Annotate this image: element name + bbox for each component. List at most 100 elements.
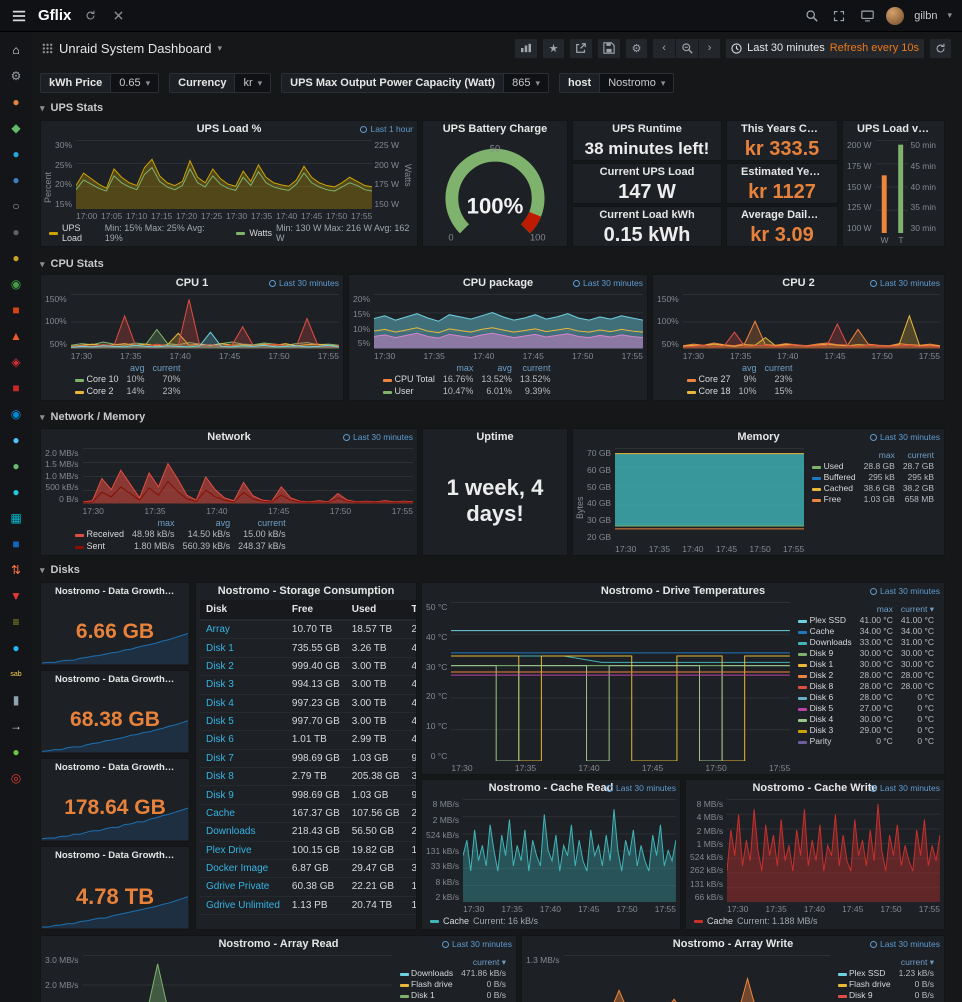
sidebar-icon-app-grid[interactable]: ▦ — [10, 511, 22, 525]
memory-graph[interactable] — [615, 448, 805, 542]
legend-series-name[interactable]: Core 2 — [71, 386, 123, 398]
cpu1-graph[interactable] — [70, 294, 339, 349]
legend-column-header[interactable]: avg — [742, 362, 757, 373]
variable-value-dropdown[interactable]: 865 ▾ — [504, 73, 549, 93]
sidebar-icon-app-red[interactable]: ■ — [12, 381, 20, 395]
legend-column-header[interactable]: max — [157, 517, 175, 528]
sidebar-icon-app-green[interactable]: ◉ — [10, 277, 22, 291]
panel-title[interactable]: Current UPS Load — [599, 166, 695, 178]
legend-series-name[interactable]: Disk 5 — [794, 703, 855, 714]
cpu2-graph[interactable] — [682, 294, 940, 349]
legend-series-name[interactable]: Used — [808, 461, 859, 472]
variable-value-dropdown[interactable]: 0.65 ▾ — [111, 73, 160, 93]
legend-series-name[interactable]: Disk 1 — [794, 659, 855, 670]
legend-series-name[interactable]: Buffered — [808, 472, 859, 483]
template-variable-host[interactable]: host Nostromo ▾ — [558, 73, 675, 93]
sidebar-icon-app-building[interactable]: ▮ — [12, 693, 20, 707]
sidebar-icon-app-green-diamond[interactable]: ◆ — [11, 121, 21, 135]
save-dashboard-button[interactable] — [597, 37, 622, 59]
time-picker-button[interactable]: Last 30 minutes Refresh every 10s — [725, 37, 925, 59]
legend-series-name[interactable]: Disk 8 — [794, 681, 855, 692]
panel-title[interactable]: Nostromo - Storage Consumption — [217, 585, 395, 597]
sidebar-icon-app-eye[interactable]: ◉ — [10, 407, 22, 421]
legend-column-header[interactable]: avg — [215, 517, 231, 528]
zoom-out-button[interactable] — [675, 37, 699, 59]
legend-series-name[interactable]: Sent — [71, 541, 128, 553]
legend-series-name[interactable]: Plex SSD — [834, 968, 895, 979]
network-graph[interactable] — [82, 448, 413, 504]
user-menu-caret-icon[interactable]: ▾ — [947, 10, 952, 20]
time-back-button[interactable]: ‹ — [652, 37, 676, 59]
legend-column-header[interactable]: current — [764, 362, 793, 373]
array-read-graph[interactable] — [82, 955, 392, 1002]
panel-title[interactable]: Average Daily Cost — [741, 209, 837, 221]
template-variable-kwh-price[interactable]: kWh Price 0.65 ▾ — [40, 73, 160, 93]
sidebar-icon-app-transfer[interactable]: ⇅ — [10, 563, 22, 577]
legend-column-header[interactable]: current — [257, 517, 286, 528]
sidebar-icon-target[interactable]: ◎ — [10, 771, 22, 785]
legend-column-header[interactable]: max — [878, 450, 895, 460]
column-header[interactable]: Total — [405, 600, 416, 621]
panel-title[interactable]: UPS Load vs Time left — [857, 123, 944, 135]
sidebar-icon-grafana-flame[interactable]: ▲ — [10, 329, 22, 343]
drive-temperatures-graph[interactable] — [451, 602, 791, 761]
legend-series-name[interactable]: Received — [71, 529, 128, 541]
sidebar-icon-app-cyan[interactable]: ● — [12, 485, 20, 499]
array-write-graph[interactable] — [563, 955, 830, 1002]
legend-item[interactable]: UPS Load Min: 15% Max: 25% Avg: 19% — [49, 223, 218, 243]
app-title[interactable]: Gflix — [38, 7, 72, 24]
legend-column-header[interactable]: current — [152, 362, 181, 373]
legend-item[interactable]: Cache Current: 16 kB/s — [430, 916, 538, 926]
legend-series-name[interactable]: Downloads — [396, 968, 457, 979]
legend-column-header[interactable]: max — [876, 604, 893, 614]
share-dashboard-button[interactable] — [569, 37, 594, 59]
legend-column-header[interactable]: current ▾ — [900, 604, 934, 614]
sidebar-icon-app-dark[interactable]: ● — [12, 225, 20, 239]
panel-title[interactable]: Nostromo - Drive Temperatures — [600, 585, 766, 597]
sidebar-icon-app-water[interactable]: ● — [12, 641, 20, 655]
legend-series-name[interactable]: Disk 4 — [794, 714, 855, 725]
legend-series-name[interactable]: CPU Total — [379, 374, 439, 386]
legend-series-name[interactable]: Parity — [794, 736, 855, 747]
sidebar-icon-app-blue[interactable]: ● — [12, 173, 20, 187]
ups-bar-graph[interactable] — [875, 140, 909, 233]
sidebar-icon-app-teal[interactable]: ● — [12, 147, 20, 161]
template-variable-currency[interactable]: Currency kr ▾ — [169, 73, 272, 93]
sidebar-icon-sab[interactable]: sab — [10, 670, 22, 678]
legend-series-name[interactable]: Cached — [808, 483, 859, 494]
legend-series-name[interactable]: Disk 9 — [834, 990, 895, 1001]
display-icon[interactable] — [858, 7, 876, 25]
close-icon[interactable] — [109, 7, 127, 25]
variable-value-dropdown[interactable]: kr ▾ — [235, 73, 272, 93]
ups-load-graph[interactable] — [76, 140, 373, 209]
sidebar-icon-app-blue-square[interactable]: ■ — [12, 537, 20, 551]
sidebar-icon-logout[interactable]: → — [10, 719, 22, 733]
sidebar-icon-app-drop[interactable]: ● — [12, 433, 20, 447]
panel-title[interactable]: Current Load kWh — [599, 209, 695, 221]
legend-series-name[interactable]: Free — [808, 494, 859, 505]
panel-title[interactable]: Nostromo - Data Growth This Year — [55, 850, 189, 861]
legend-series-name[interactable]: Disk 6 — [794, 692, 855, 703]
cache-read-graph[interactable] — [463, 799, 676, 902]
user-name[interactable]: gilbn — [914, 9, 938, 22]
cpu-package-graph[interactable] — [374, 294, 643, 349]
legend-column-header[interactable]: current — [522, 362, 551, 373]
sidebar-icon-app-red-box[interactable]: ■ — [12, 303, 20, 317]
column-header[interactable]: Disk — [200, 600, 286, 621]
sidebar-icon-app-leaf[interactable]: ● — [12, 459, 20, 473]
panel-title[interactable]: Estimated Yearly Cost — [741, 166, 837, 178]
legend-series-name[interactable]: Disk 1 — [396, 990, 457, 1001]
legend-series-name[interactable]: Cache — [794, 626, 855, 637]
legend-column-header[interactable]: current ▾ — [472, 957, 506, 967]
row-header-cpu-stats[interactable]: ▾ CPU Stats — [40, 256, 104, 272]
sidebar-icon-shield[interactable]: ◈ — [11, 355, 21, 369]
cache-write-graph[interactable] — [727, 799, 940, 902]
user-avatar[interactable] — [886, 6, 905, 25]
star-dashboard-button[interactable]: ★ — [542, 37, 566, 59]
sidebar-icon-settings[interactable]: ⚙ — [10, 69, 22, 83]
template-variable-ups-max-output-power-capacity-watt-[interactable]: UPS Max Output Power Capacity (Watt) 865 ▾ — [281, 73, 549, 93]
sync-icon[interactable] — [81, 7, 99, 25]
legend-series-name[interactable]: User — [379, 386, 439, 398]
column-header[interactable]: Free — [285, 600, 346, 621]
legend-series-name[interactable]: Flash drive — [834, 979, 895, 990]
